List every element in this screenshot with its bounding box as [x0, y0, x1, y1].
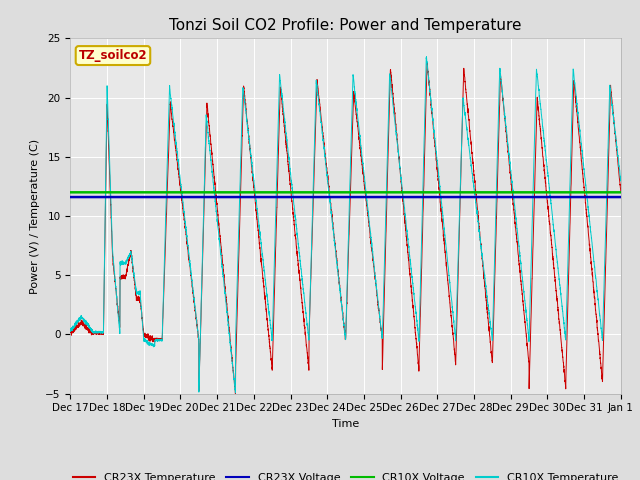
Bar — [70, 157, 621, 216]
X-axis label: Time: Time — [332, 419, 359, 429]
Text: TZ_soilco2: TZ_soilco2 — [79, 49, 147, 62]
Y-axis label: Power (V) / Temperature (C): Power (V) / Temperature (C) — [29, 138, 40, 294]
Title: Tonzi Soil CO2 Profile: Power and Temperature: Tonzi Soil CO2 Profile: Power and Temper… — [170, 18, 522, 33]
Legend: CR23X Temperature, CR23X Voltage, CR10X Voltage, CR10X Temperature: CR23X Temperature, CR23X Voltage, CR10X … — [68, 468, 623, 480]
